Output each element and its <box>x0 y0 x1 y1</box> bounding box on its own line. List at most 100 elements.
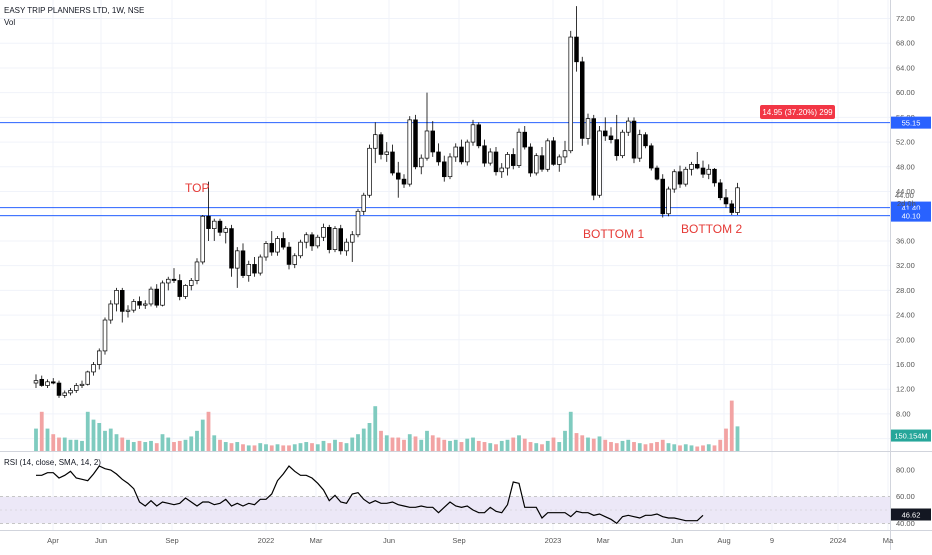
candle-body <box>39 378 44 386</box>
volume-bar <box>246 445 251 451</box>
candle-body <box>223 228 229 233</box>
volume-bar <box>269 445 274 451</box>
volume-bar <box>683 444 688 451</box>
volume-bar <box>160 434 165 451</box>
volume-bar <box>367 423 372 451</box>
time-tick-label: Sep <box>452 536 465 545</box>
candle-body <box>212 220 217 229</box>
candle-body <box>200 215 206 263</box>
candle-body <box>694 163 700 169</box>
volume-bar <box>212 435 217 451</box>
candle-body <box>424 130 430 159</box>
volume-bar <box>172 442 176 451</box>
volume-bar <box>298 443 303 451</box>
volume-bar <box>494 444 498 451</box>
candle-body <box>643 134 648 147</box>
volume-bar <box>701 445 705 451</box>
volume-bar <box>637 443 642 451</box>
volume-bar <box>568 411 573 451</box>
time-tick-label: Sep <box>165 536 178 545</box>
rsi-tick-label: 60.00 <box>896 492 915 501</box>
price-tick-label: 28.00 <box>896 286 915 295</box>
volume-bar <box>384 435 389 451</box>
time-tick-label: 2023 <box>545 536 562 545</box>
rsi-line <box>36 465 704 525</box>
candle-body <box>666 188 671 215</box>
price-badge-label: 55.15 <box>902 119 921 128</box>
candle-body <box>648 145 654 169</box>
volume-bar <box>724 428 728 451</box>
time-tick-label: Jun <box>671 536 683 545</box>
candle-body <box>683 168 688 185</box>
measure-badge <box>760 105 835 119</box>
price-tick-label: 24.00 <box>896 311 915 320</box>
candle-body <box>50 381 56 384</box>
volume-bar <box>609 442 613 451</box>
candle-body <box>194 261 200 281</box>
candle-body <box>246 264 252 276</box>
volume-bar <box>407 434 412 451</box>
volume-bar <box>597 436 602 451</box>
volume-bar <box>522 438 527 451</box>
candle-body <box>338 228 344 252</box>
candle-body <box>361 194 367 212</box>
volume-bar <box>655 442 659 451</box>
candle-body <box>137 301 142 306</box>
candle-body <box>275 238 280 253</box>
candle-body <box>401 178 407 185</box>
volume-bar <box>131 442 136 451</box>
volume-bar <box>333 439 337 451</box>
candle-body <box>384 151 390 155</box>
candle-body <box>390 151 395 174</box>
volume-bar <box>223 442 228 451</box>
volume-bar <box>563 430 567 451</box>
time-tick-label: 2024 <box>830 536 847 545</box>
candle-body <box>45 381 50 386</box>
candle-body <box>608 135 614 140</box>
volume-bar <box>114 434 119 451</box>
candle-body <box>166 278 171 284</box>
price-tick-label: 16.00 <box>896 360 915 369</box>
candle-body <box>591 118 596 196</box>
volume-bar <box>143 442 148 451</box>
volume-bar <box>735 426 740 451</box>
symbol-title: EASY TRIP PLANNERS LTD, 1W, NSE <box>4 6 144 15</box>
candle-body <box>493 151 499 173</box>
candle-body <box>574 36 579 63</box>
volume-bar <box>34 428 38 451</box>
candle-body <box>344 241 349 252</box>
volume-bar <box>660 439 665 451</box>
candle-body <box>539 155 545 170</box>
countdown-price: 44.00 <box>895 191 914 200</box>
volume-bar <box>390 437 395 451</box>
candle-body <box>327 227 332 250</box>
volume-bar <box>218 439 222 451</box>
price-tick-label: 52.00 <box>896 138 915 147</box>
candle-body <box>436 151 441 163</box>
volume-bar <box>419 439 424 451</box>
candle-body <box>68 390 73 394</box>
volume-bar <box>534 443 539 451</box>
time-tick-label: 2022 <box>258 536 275 545</box>
time-tick-label: Apr <box>47 536 59 545</box>
candle-body <box>269 243 275 253</box>
candle-body <box>378 134 384 155</box>
candle-body <box>488 151 493 164</box>
candle-body <box>396 172 401 180</box>
candle-body <box>551 140 556 165</box>
volume-bar <box>557 442 562 451</box>
volume-bar <box>678 445 682 451</box>
candle-body <box>447 156 453 178</box>
measure-label: 14.95 (37.20%) 299 <box>762 108 833 117</box>
candle-body <box>723 197 729 205</box>
volume-bar <box>643 444 648 451</box>
volume-bar <box>229 443 234 451</box>
candle-body <box>476 124 482 147</box>
candle-body <box>482 145 487 164</box>
volume-bar <box>545 440 550 451</box>
candle-body <box>160 282 165 306</box>
volume-bar <box>586 437 590 451</box>
volume-bar <box>206 411 211 451</box>
